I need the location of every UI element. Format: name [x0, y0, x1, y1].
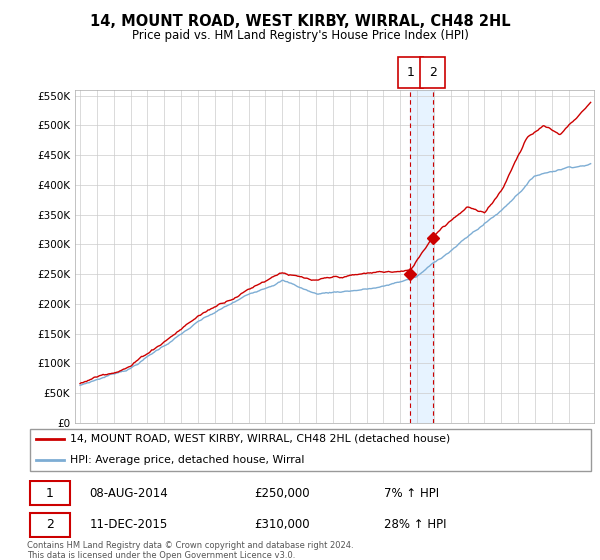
Text: 11-DEC-2015: 11-DEC-2015	[89, 518, 167, 531]
Bar	[410, 90, 433, 423]
FancyBboxPatch shape	[30, 512, 70, 537]
Text: 28% ↑ HPI: 28% ↑ HPI	[384, 518, 447, 531]
FancyBboxPatch shape	[30, 481, 70, 506]
Text: 1: 1	[406, 66, 414, 79]
Text: 14, MOUNT ROAD, WEST KIRBY, WIRRAL, CH48 2HL (detached house): 14, MOUNT ROAD, WEST KIRBY, WIRRAL, CH48…	[70, 434, 450, 444]
Text: Price paid vs. HM Land Registry's House Price Index (HPI): Price paid vs. HM Land Registry's House …	[131, 29, 469, 42]
Text: Contains HM Land Registry data © Crown copyright and database right 2024.
This d: Contains HM Land Registry data © Crown c…	[27, 541, 353, 560]
FancyBboxPatch shape	[30, 429, 591, 472]
Text: 08-AUG-2014: 08-AUG-2014	[89, 487, 168, 500]
Text: 2: 2	[46, 518, 53, 531]
Text: 14, MOUNT ROAD, WEST KIRBY, WIRRAL, CH48 2HL: 14, MOUNT ROAD, WEST KIRBY, WIRRAL, CH48…	[89, 14, 511, 29]
Text: £250,000: £250,000	[254, 487, 310, 500]
Text: 1: 1	[46, 487, 53, 500]
Text: 2: 2	[429, 66, 437, 79]
Text: £310,000: £310,000	[254, 518, 310, 531]
Text: HPI: Average price, detached house, Wirral: HPI: Average price, detached house, Wirr…	[70, 455, 304, 465]
Text: 7% ↑ HPI: 7% ↑ HPI	[384, 487, 439, 500]
